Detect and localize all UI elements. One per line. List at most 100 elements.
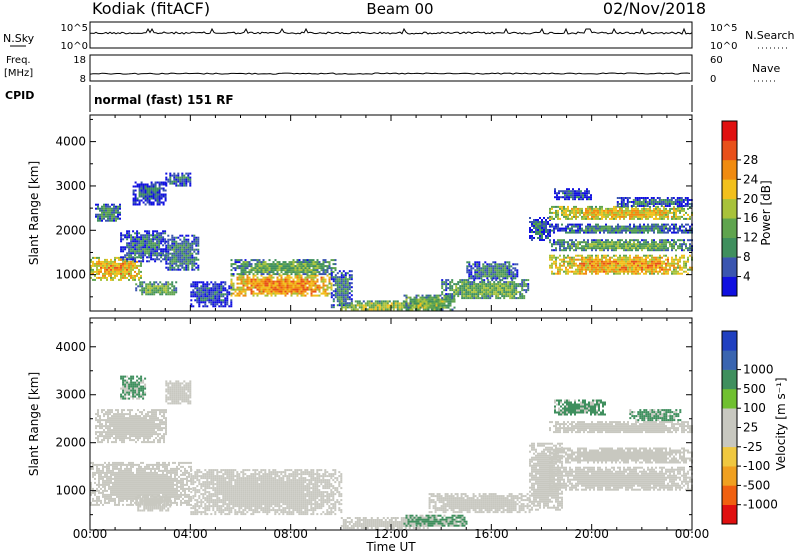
colorbar-swatch (722, 504, 737, 525)
nsearch-label: N.Search (745, 29, 795, 42)
echo-region (554, 188, 592, 201)
freq-unit-label: [MHz] (4, 68, 33, 79)
colorbar-swatch (722, 466, 737, 486)
colorbar-tick-label: 20 (743, 192, 758, 206)
echo-region (549, 223, 693, 234)
velocity-colorbar: -1000 -500 -100 -25 25 100 500 1000 (721, 330, 778, 525)
nsearch-tick-top: 10^5 (710, 23, 737, 34)
echo-region (330, 270, 353, 309)
echo-region (90, 256, 142, 281)
colorbar-tick-label: 16 (743, 211, 758, 225)
nave-tick-bottom: 0 (710, 74, 716, 85)
echo-region (549, 239, 693, 252)
echo-region (441, 279, 530, 300)
echo-region (549, 447, 693, 464)
velocity-panel: 1000 2000 3000 4000 00:00 04:00 08:00 12:00 16:0… (55, 317, 710, 541)
x-tick-label: 00:00 (675, 527, 710, 541)
echo-region (165, 234, 200, 271)
colorbar-tick-label: -500 (743, 478, 770, 492)
colorbar-swatch (722, 485, 737, 505)
echo-region (403, 514, 468, 527)
colorbar-swatch (722, 121, 737, 141)
echo-region (629, 409, 682, 422)
echo-region (120, 230, 167, 263)
colorbar-swatch (722, 276, 737, 297)
y-tick-label: 4000 (55, 340, 86, 354)
echo-region (165, 380, 192, 405)
colorbar-swatch (722, 237, 737, 258)
colorbar-swatch (722, 140, 737, 161)
colorbar-tick-label: -1000 (743, 498, 778, 512)
site-title: Kodiak (fitACF) (92, 0, 210, 18)
freq-label: Freq. (6, 55, 31, 66)
echo-region (549, 421, 693, 434)
cpid-label: CPID (5, 89, 34, 102)
y-tick-label: 1000 (55, 268, 86, 282)
x-tick-label: 20:00 (574, 527, 609, 541)
colorbar-tick-label: 8 (743, 250, 751, 264)
freq-tick-top: 18 (73, 55, 86, 66)
nsky-trace (89, 27, 693, 35)
echo-region (549, 254, 693, 275)
y-tick-label: 1000 (55, 484, 86, 498)
echo-region (466, 261, 519, 280)
y-tick-label: 2000 (55, 436, 86, 450)
freq-trace (89, 72, 691, 75)
colorbar-swatch (722, 427, 737, 448)
colorbar-tick-label: 100 (743, 401, 766, 415)
x-tick-label: 16:00 (474, 527, 509, 541)
cpid-text: normal (fast) 151 RF (94, 93, 234, 107)
echo-region (135, 281, 178, 296)
x-tick-label: 04:00 (173, 527, 208, 541)
echo-region (135, 495, 172, 512)
echo-region (95, 409, 167, 444)
nave-tick-top: 60 (710, 55, 723, 66)
date-label: 02/Nov/2018 (603, 0, 706, 18)
colorbar-tick-label: -25 (743, 440, 763, 454)
velocity-colorbar-label: Velocity [m s⁻¹] (774, 377, 788, 470)
colorbar-tick-label: 25 (743, 421, 758, 435)
velocity-ylabel: Slant Range [km] (27, 372, 41, 476)
colorbar-tick-label: 24 (743, 172, 758, 186)
echo-region (165, 172, 192, 187)
echo-region (428, 493, 531, 514)
x-tick-label: 08:00 (273, 527, 308, 541)
nsky-label: N.Sky (3, 32, 35, 45)
colorbar-tick-label: 500 (743, 382, 766, 396)
colorbar-swatch (722, 218, 737, 238)
y-tick-label: 3000 (55, 179, 86, 193)
colorbar-tick-label: -100 (743, 459, 770, 473)
nsky-tick-top: 10^5 (61, 23, 88, 34)
freq-tick-bottom: 8 (80, 74, 86, 85)
colorbar-swatch (722, 198, 737, 219)
x-tick-label: 00:00 (73, 527, 108, 541)
colorbar-swatch (722, 331, 737, 351)
echo-region (95, 203, 121, 222)
colorbar-swatch (722, 388, 737, 409)
power-colorbar-label: Power [dB] (759, 180, 773, 245)
echo-region (529, 217, 551, 241)
nsearch-tick-bottom: 10^0 (710, 41, 737, 52)
echo-region (554, 399, 606, 416)
echo-region (403, 294, 456, 311)
echo-region (230, 274, 333, 297)
colorbar-swatch (722, 159, 737, 180)
echo-region (549, 466, 693, 491)
beam-label: Beam 00 (366, 0, 433, 18)
power-colorbar: 4 8 12 16 20 24 28 (721, 120, 758, 297)
freq-panel: Freq. [MHz] 18 8 60 0 Nave (4, 54, 780, 85)
colorbar-swatch (722, 257, 737, 277)
echo-region (230, 259, 337, 276)
echo-region (549, 205, 693, 220)
colorbar-swatch (722, 179, 737, 200)
echo-region (132, 181, 167, 206)
y-tick-label: 3000 (55, 388, 86, 402)
colorbar-tick-label: 28 (743, 153, 758, 167)
x-tick-label: 12:00 (374, 527, 409, 541)
colorbar-tick-label: 12 (743, 231, 758, 245)
colorbar-swatch (722, 369, 737, 390)
colorbar-swatch (722, 408, 737, 428)
nsky-panel: N.Sky 10^5 10^0 10^5 10^0 N.Search (3, 21, 795, 52)
y-tick-label: 4000 (55, 135, 86, 149)
